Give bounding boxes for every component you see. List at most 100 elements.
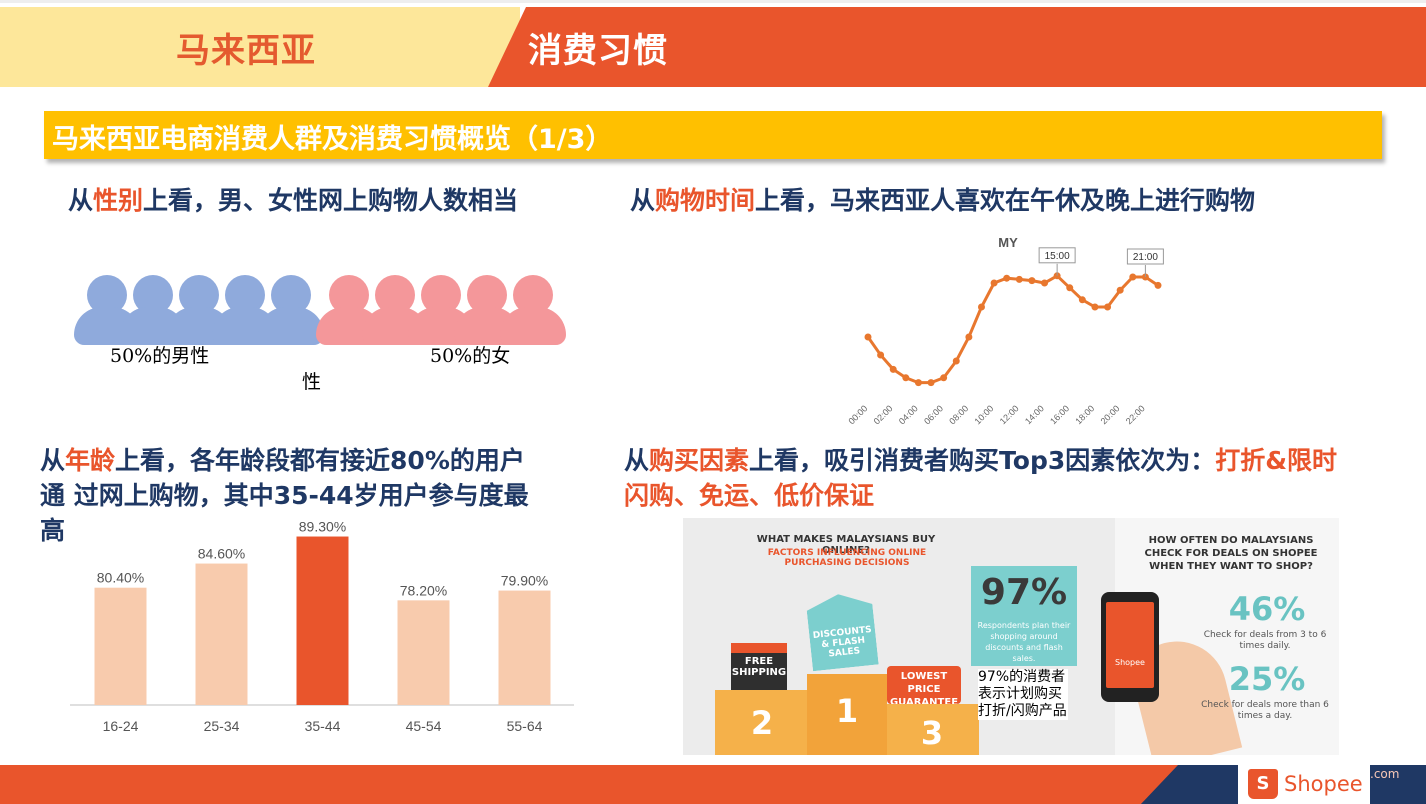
shopping-time-line-chart: MY 00:00 02:00 04:00 06:00 08:00 10:00 12:00 14:…	[846, 235, 1164, 426]
female-label: 50%的女	[430, 345, 511, 367]
header-right-band	[488, 7, 1426, 87]
free-shipping-box: FREE SHIPPING	[731, 643, 787, 691]
male-person-icon	[258, 275, 324, 345]
infographic-subtitle: FACTORS INFLUENCING ONLINE PURCHASING DE…	[767, 548, 927, 568]
line-point	[952, 357, 960, 365]
age-heading: 从年龄上看，各年龄段都有接近80%的用户通 过网上购物，其中35-44岁用户参与…	[40, 443, 580, 548]
line-point	[877, 351, 885, 359]
x-tick-label: 22:00	[1124, 403, 1147, 426]
female-person-icon	[500, 275, 566, 345]
line-point	[1116, 286, 1124, 294]
line-point	[977, 303, 985, 311]
pct97-box: 97% Respondents plan their shopping arou…	[971, 566, 1077, 666]
free-shipping-lid	[731, 643, 787, 653]
line-point	[990, 279, 998, 287]
infographic-title: WHAT MAKES MALAYSIANS BUY ONLINE?	[756, 534, 936, 556]
discount-tag-label: DISCOUNTS & FLASH SALES	[812, 624, 873, 660]
female-label-wrap: 性	[302, 371, 322, 393]
x-tick-label: 00:00	[846, 403, 869, 426]
phone-screen: Shopee	[1106, 602, 1154, 688]
header-topic: 消费习惯	[528, 31, 668, 71]
bar-data-label: 84.60%	[198, 546, 245, 562]
age-bar	[94, 587, 147, 705]
pct25-value: 25%	[1228, 660, 1306, 698]
x-tick-label: 04:00	[897, 403, 920, 426]
time-heading: 从购物时间上看，马来西亚人喜欢在午休及晚上进行购物	[630, 183, 1255, 218]
factors-heading-highlight: 购买因素	[649, 446, 750, 475]
podium-2-number: 2	[750, 704, 774, 742]
factors-heading-pre: 从	[624, 446, 650, 475]
pct46-desc: Check for deals from 3 to 6 times daily.	[1203, 630, 1327, 651]
age-heading-line1: 上看，各年龄段都有接近80%的用户	[115, 446, 525, 475]
header-left-band	[0, 7, 520, 87]
pct97-value: 97%	[980, 572, 1068, 613]
podium-3: 3	[885, 704, 979, 755]
x-tick-label: 18:00	[1073, 403, 1096, 426]
pct46-value: 46%	[1228, 590, 1306, 628]
x-tick-label: 20:00	[1099, 403, 1122, 426]
line-point	[1154, 281, 1162, 289]
x-tick-label: 16:00	[1048, 403, 1071, 426]
people-icons	[74, 275, 566, 351]
shopee-logo: S Shopee	[1238, 763, 1370, 804]
discount-tag-icon: DISCOUNTS & FLASH SALES	[805, 591, 878, 671]
callout-box	[1038, 247, 1076, 264]
header-country: 马来西亚	[176, 31, 316, 71]
time-heading-highlight: 购物时间	[655, 186, 756, 215]
podium-1-number: 1	[835, 692, 859, 730]
time-heading-post: 上看，马来西亚人喜欢在午休及晚上进行购物	[755, 186, 1256, 215]
age-bar	[296, 536, 349, 705]
age-bar-chart: 80.40% 16-24 84.60% 25-34 89.30% 35-44 78.20% 4…	[70, 519, 574, 734]
x-tick-label: 12:00	[998, 403, 1021, 426]
infographic-right-title: HOW OFTEN DO MALAYSIANS CHECK FOR DEALS …	[1144, 535, 1318, 572]
line-point	[927, 379, 935, 387]
line-point	[1066, 284, 1074, 292]
podium-3-number: 3	[920, 714, 944, 752]
lowest-price-label: LOWEST PRICE GUARANTEE	[889, 671, 959, 708]
podium-2: 2	[715, 690, 809, 755]
section-banner: 马来西亚电商消费人群及消费习惯概览（1/3）	[44, 111, 1382, 159]
factors-heading: 从购买因素上看，吸引消费者购买Top3因素依次为：打折&限时闪购、免运、低价保证	[624, 443, 1394, 513]
pct25-desc: Check for deals more than 6 times a day.	[1201, 700, 1329, 721]
free-shipping-label: FREE SHIPPING	[731, 656, 787, 678]
factors-heading-highlight2b: 闪购、免运、低价保证	[624, 481, 875, 510]
line-point	[940, 374, 948, 382]
line-series	[866, 273, 1159, 385]
line-point	[1003, 274, 1011, 282]
x-category-label: 16-24	[103, 718, 139, 734]
age-heading-line2: 通 过网上购物，其中35-44岁用户参与度最	[40, 481, 529, 510]
x-tick-label: 10:00	[972, 403, 995, 426]
line-point	[1091, 303, 1099, 311]
gender-heading-pre: 从	[68, 186, 94, 215]
age-heading-line3: 高	[40, 516, 66, 545]
factors-heading-highlight2a: 打折&限时	[1215, 446, 1338, 475]
podium-1: 1	[807, 674, 887, 755]
line-point	[914, 379, 922, 387]
x-tick-label: 14:00	[1023, 403, 1046, 426]
gender-heading-post: 上看，男、女性网上购物人数相当	[143, 186, 519, 215]
banner-title: 马来西亚电商消费人群及消费习惯概览（1/3）	[52, 124, 613, 155]
bar-data-label: 89.30%	[299, 519, 346, 535]
line-point	[889, 365, 897, 373]
bar-data-label: 80.40%	[97, 570, 144, 586]
gender-heading: 从性别上看，男、女性网上购物人数相当	[68, 183, 518, 218]
line-point	[864, 333, 872, 341]
phone-icon: Shopee	[1101, 592, 1159, 702]
pct97-desc: Respondents plan their shopping around d…	[977, 621, 1071, 663]
line-point	[1041, 279, 1049, 287]
factors-heading-mid: 上看，吸引消费者购买Top3因素依次为：	[749, 446, 1216, 475]
x-category-label: 45-54	[406, 718, 442, 734]
callout-box	[1126, 248, 1164, 265]
age-heading-pre: 从	[40, 446, 66, 475]
age-bar	[397, 600, 450, 705]
line-point	[1104, 303, 1112, 311]
male-label: 50%的男性	[110, 345, 210, 367]
line-point	[965, 333, 973, 341]
pct97-caption: 97%的消费者表示计划购买打折/闪购产品	[978, 669, 1068, 720]
line-point	[1129, 273, 1137, 281]
shopee-wordmark: Shopee	[1284, 772, 1363, 796]
bar-data-label: 79.90%	[501, 573, 548, 589]
callout-label: 21:00	[1133, 252, 1158, 263]
x-tick-label: 06:00	[922, 403, 945, 426]
